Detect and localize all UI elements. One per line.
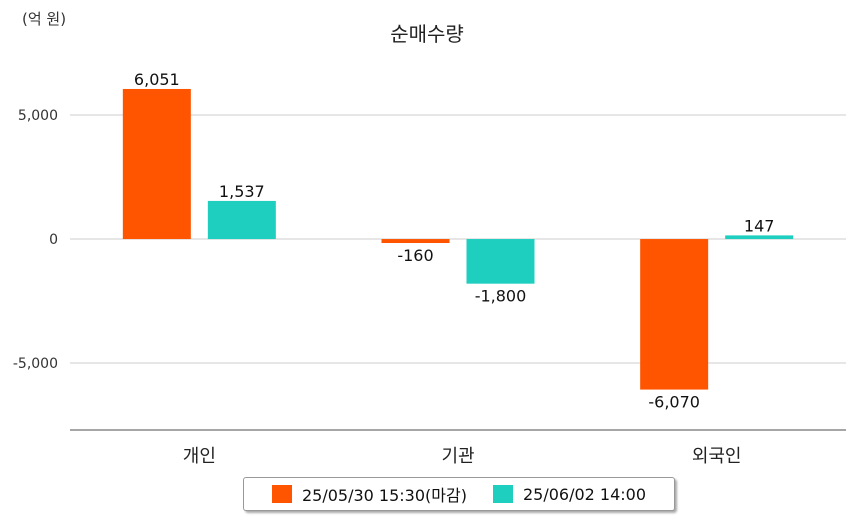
data-label: -6,070 (648, 393, 700, 412)
x-tick-label: 외국인 (692, 446, 742, 467)
x-tick-label: 개인 (183, 446, 216, 467)
legend-label-series1: 25/05/30 15:30(마감) (301, 486, 467, 505)
data-label: -1,800 (475, 287, 527, 306)
y-tick-label: 5,000 (18, 108, 58, 124)
bar (725, 235, 794, 240)
legend-swatch-series1 (271, 485, 292, 503)
data-label: -160 (397, 246, 433, 265)
unit-label: (억 원) (22, 10, 67, 28)
legend: 25/05/30 15:30(마감) 25/06/02 14:00 (243, 477, 675, 511)
legend-label-series2: 25/06/02 14:00 (522, 484, 647, 504)
chart-title: 순매수량 (390, 22, 464, 46)
y-tick-label: 0 (49, 232, 58, 248)
bar (466, 239, 535, 284)
bar (207, 200, 276, 240)
bar (640, 239, 709, 390)
legend-swatch-series2 (492, 485, 513, 503)
x-tick-label: 기관 (441, 446, 474, 467)
legend-item-series1[interactable]: 25/05/30 15:30(마감) (271, 482, 467, 506)
data-label: 147 (744, 216, 775, 235)
bar (381, 239, 450, 244)
legend-item-series2[interactable]: 25/06/02 14:00 (492, 484, 647, 504)
y-tick-label: -5,000 (13, 356, 58, 372)
bar (122, 88, 191, 240)
data-label: 1,537 (219, 182, 265, 201)
data-label: 6,051 (134, 70, 180, 89)
